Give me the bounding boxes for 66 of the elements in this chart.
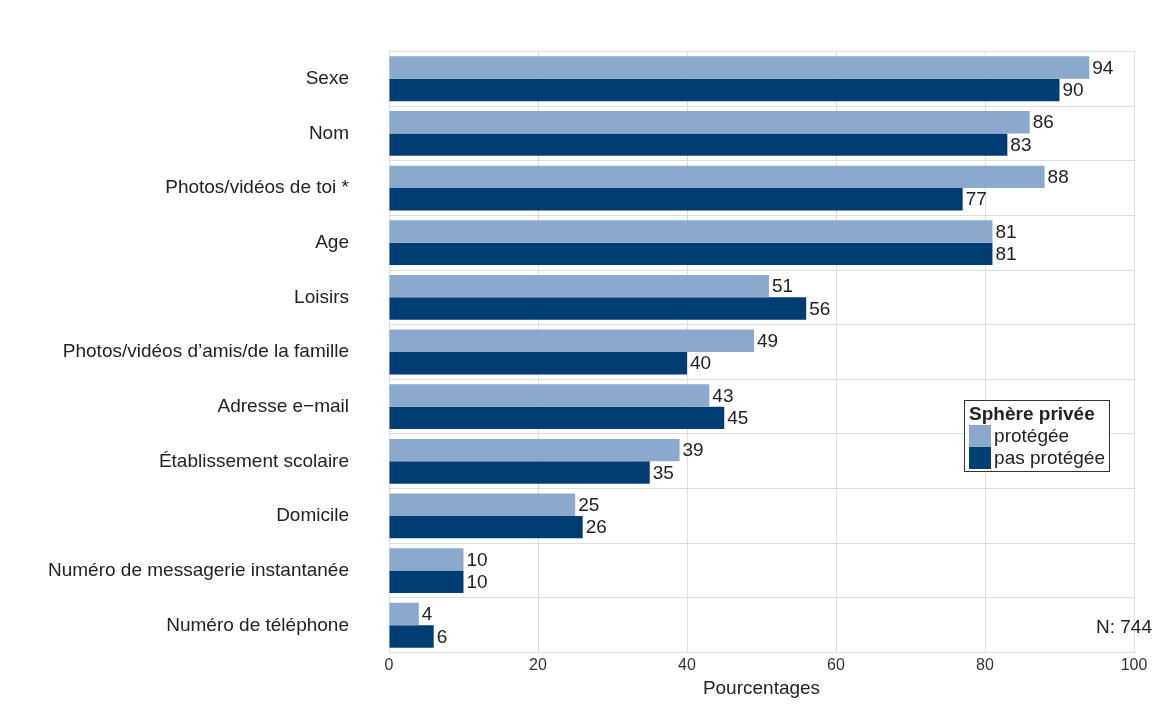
data-label: 35 [652, 461, 674, 483]
data-label: 45 [727, 407, 749, 429]
bar [389, 188, 963, 211]
bar [389, 438, 680, 462]
data-label: 77 [965, 188, 987, 210]
data-label: 26 [585, 516, 607, 538]
x-tick-label: 40 [678, 655, 696, 673]
bar [389, 625, 434, 648]
y-tick-label: Domicile [276, 504, 349, 526]
data-label: 4 [421, 603, 433, 625]
x-tick-label: 20 [529, 655, 547, 673]
data-label: 49 [757, 330, 779, 352]
y-tick-label: Numéro de téléphone [166, 613, 349, 635]
y-tick-label: Photos/vidéos d’amis/de la famille [62, 340, 349, 362]
y-tick-label: Établissement scolaire [158, 449, 349, 471]
data-label: 56 [809, 297, 831, 319]
data-label: 90 [1062, 79, 1084, 101]
data-label: 94 [1092, 56, 1114, 78]
bar [389, 493, 576, 516]
data-label: 43 [712, 384, 734, 406]
data-label: 81 [995, 243, 1017, 265]
legend-label: pas protégée [994, 447, 1105, 469]
data-label: 6 [436, 625, 448, 647]
bar [389, 133, 1008, 156]
bar [389, 461, 650, 484]
annotation: N: 744 [1096, 616, 1152, 638]
x-axis-title: Pourcentages [702, 677, 821, 699]
data-label: 88 [1047, 166, 1069, 188]
x-tick-label: 80 [976, 655, 994, 673]
legend-title: Sphère privée [969, 403, 1096, 425]
bar [389, 515, 583, 539]
bar [389, 352, 687, 375]
y-tick-label: Photos/vidéos de toi * [165, 176, 350, 198]
legend-label: protégée [994, 425, 1070, 447]
bar [389, 110, 1030, 134]
x-tick-label: 0 [384, 655, 394, 673]
data-label: 81 [995, 220, 1017, 242]
bar [389, 242, 993, 266]
y-tick-label: Nom [308, 121, 349, 143]
y-tick-label: Numéro de messagerie instantanée [47, 558, 349, 580]
bar [389, 570, 464, 594]
data-label: 40 [690, 352, 712, 374]
data-label: 10 [466, 548, 488, 570]
bar [389, 165, 1045, 189]
data-label: 39 [682, 439, 704, 461]
data-label: 10 [466, 571, 488, 593]
bar [389, 78, 1060, 102]
bar [389, 274, 769, 298]
bar [389, 329, 755, 352]
data-label: 86 [1032, 111, 1054, 133]
data-label: 25 [578, 493, 600, 515]
y-tick-label: Adresse e−mail [217, 394, 349, 416]
data-label: 51 [771, 275, 794, 297]
x-tick-label: 60 [827, 655, 845, 673]
y-tick-label: Sexe [305, 66, 349, 88]
x-tick-label: 100 [1120, 655, 1148, 673]
bar [389, 602, 419, 626]
bar [389, 56, 1090, 79]
y-tick-label: Age [315, 230, 349, 252]
bar [389, 548, 464, 571]
bar [389, 297, 807, 320]
data-label: 83 [1010, 133, 1032, 155]
bar [389, 406, 725, 430]
bar [389, 384, 710, 407]
bar [389, 220, 993, 243]
y-tick-label: Loisirs [294, 285, 349, 307]
